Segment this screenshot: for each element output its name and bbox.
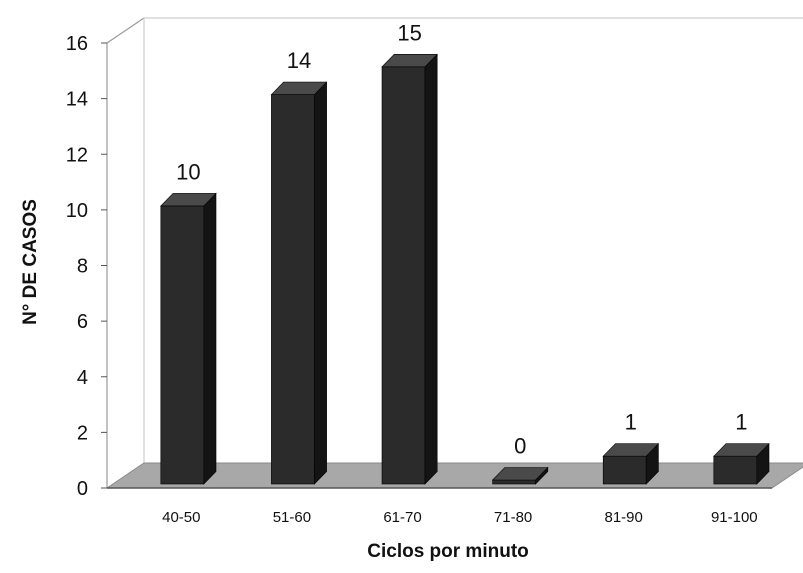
bar-61-70 [381,53,438,485]
x-axis-title: Ciclos por minuto [367,541,529,562]
data-label: 15 [397,20,421,45]
bars-group [160,53,770,485]
y-tick-label: 6 [77,311,88,333]
y-axis-title: N° DE CASOS [20,199,41,325]
x-tick-label: 91-100 [711,509,758,526]
bar-side-face [314,81,327,485]
x-tick-label: 61-70 [383,509,421,526]
bar-front-face [160,205,205,485]
bar-91-100 [713,442,770,485]
data-label: 1 [735,410,747,435]
bar-top-face [713,443,770,457]
y-tick-label: 16 [66,33,88,55]
bar-front-face [602,455,647,485]
y-axis-ticks: 0 2 4 6 8 10 12 14 16 [66,33,107,500]
left-wall-edge [106,17,145,488]
bar-top-face [381,53,438,68]
y-tick-label: 0 [77,478,88,500]
bar-40-50 [160,192,217,485]
x-tick-label: 51-60 [273,509,311,526]
bar-front-face [381,66,426,485]
bar-front-face [492,479,536,485]
x-tick-label: 71-80 [494,509,532,526]
y-tick-label: 4 [77,367,88,389]
y-tick-label: 8 [77,256,88,278]
bar-51-60 [270,81,328,485]
bar-top-face [270,81,328,95]
bar-top-face [602,443,660,457]
y-tick-label: 10 [66,200,88,222]
data-labels-group: 10 14 15 0 1 1 [176,20,747,458]
x-tick-label: 40-50 [162,509,200,526]
y-tick-label: 14 [66,89,88,111]
bar-front-face [713,455,758,485]
x-axis-tick-labels: 40-50 51-60 61-70 71-80 81-90 91-100 [162,509,758,526]
data-label: 10 [176,159,200,184]
data-label: 1 [625,410,637,435]
bar-side-face [203,192,217,485]
bar-side-face [424,53,438,485]
bar-81-90 [602,442,660,485]
bar-71-80 [491,466,549,485]
y-tick-label: 2 [77,422,88,444]
bar-front-face [271,94,315,485]
data-label: 0 [514,434,526,459]
data-label: 14 [287,48,311,73]
y-tick-label: 12 [66,144,88,166]
bar-top-face [491,467,549,481]
x-tick-label: 81-90 [605,509,643,526]
bar-top-face [160,193,217,207]
